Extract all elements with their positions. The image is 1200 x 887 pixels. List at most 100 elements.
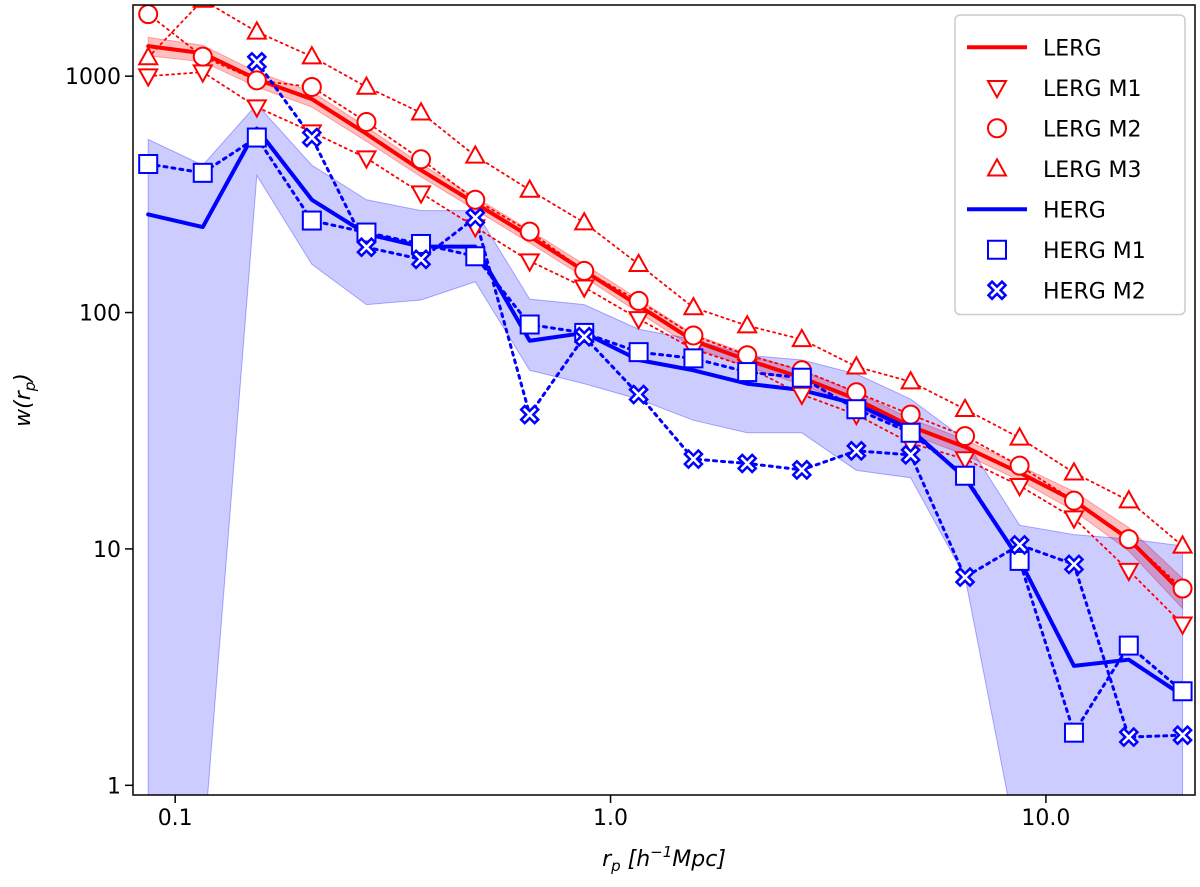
- marker: [138, 5, 159, 25]
- marker: [846, 440, 867, 462]
- marker: [519, 221, 540, 242]
- xlabel-part: p: [610, 857, 621, 875]
- marker: [246, 127, 267, 148]
- marker: [464, 207, 486, 228]
- xlabel-part: r: [602, 847, 613, 872]
- marker: [986, 157, 1008, 177]
- marker: [1118, 562, 1140, 583]
- marker: [356, 111, 377, 132]
- marker: [845, 355, 868, 375]
- marker: [791, 459, 813, 481]
- marker: [1118, 489, 1140, 509]
- marker: [846, 382, 867, 403]
- marker: [518, 253, 541, 273]
- x-tick-label: 10.0: [1021, 806, 1070, 831]
- series-line: [146, 136, 1185, 735]
- legend-label: LERG M1: [1043, 77, 1141, 102]
- marker: [355, 150, 378, 170]
- marker: [1171, 616, 1194, 636]
- marker: [1171, 534, 1194, 554]
- marker: [1063, 510, 1085, 530]
- marker: [987, 239, 1007, 260]
- legend-label: LERG: [1043, 36, 1102, 61]
- marker: [137, 45, 159, 66]
- legend-label: HERG M1: [1043, 239, 1146, 264]
- marker: [1172, 681, 1193, 702]
- marker: [682, 296, 705, 316]
- marker: [899, 370, 922, 390]
- y-tick-label: 10: [93, 538, 121, 563]
- marker: [411, 233, 432, 254]
- legend: LERG LERG M1 LERG M2 LERG M3 HERG HERG M1 HERG…: [954, 14, 1186, 316]
- marker: [301, 45, 323, 65]
- series-line: [147, 13, 1184, 590]
- marker: [355, 75, 378, 95]
- ylabel: w(rp): [11, 373, 39, 427]
- marker: [574, 260, 595, 281]
- marker: [1118, 635, 1139, 656]
- marker: [954, 451, 976, 471]
- marker: [683, 448, 704, 470]
- marker: [791, 327, 813, 348]
- marker: [627, 252, 650, 273]
- marker: [246, 20, 268, 40]
- marker: [683, 348, 704, 369]
- marker: [137, 68, 159, 88]
- marker: [900, 444, 921, 466]
- marker: [791, 386, 813, 407]
- marker: [356, 222, 377, 243]
- ylabel-part: p: [21, 382, 39, 393]
- marker: [301, 210, 322, 231]
- ylabel-part: ): [11, 373, 36, 384]
- marker: [1009, 550, 1030, 571]
- marker: [955, 426, 976, 447]
- marker: [1118, 726, 1140, 748]
- marker: [955, 465, 976, 486]
- marker: [736, 453, 758, 474]
- legend-label: HERG: [1043, 198, 1106, 223]
- marker: [356, 236, 377, 258]
- marker: [246, 51, 268, 73]
- marker: [464, 144, 486, 164]
- legend-box: [954, 14, 1186, 316]
- y-tick-label: 1: [107, 774, 121, 799]
- marker: [138, 154, 159, 175]
- y-tick-label: 100: [79, 302, 121, 327]
- marker: [986, 279, 1008, 301]
- marker: [410, 248, 432, 270]
- x-tick-label: 1.0: [593, 806, 628, 831]
- marker: [627, 311, 650, 331]
- marker: [519, 314, 540, 335]
- marker: [465, 189, 486, 210]
- marker: [737, 362, 758, 383]
- ylabel-part: w(r: [11, 389, 36, 427]
- marker: [1063, 490, 1084, 511]
- legend-label: LERG M2: [1043, 117, 1141, 142]
- marker: [246, 70, 267, 91]
- marker: [1063, 722, 1084, 743]
- marker: [573, 326, 595, 348]
- marker: [1009, 455, 1030, 476]
- axes-frame: [132, 4, 1196, 796]
- marker: [683, 325, 704, 346]
- marker: [465, 246, 486, 267]
- marker: [1172, 724, 1193, 746]
- marker: [628, 290, 649, 311]
- marker: [954, 566, 976, 588]
- legend-label: LERG M3: [1043, 158, 1141, 183]
- marker: [1008, 426, 1031, 446]
- legend-label: HERG M2: [1043, 279, 1146, 304]
- x-tick-label: 0.1: [158, 806, 193, 831]
- marker: [1009, 534, 1030, 556]
- marker: [301, 127, 323, 148]
- marker: [628, 342, 649, 363]
- marker: [986, 80, 1008, 100]
- marker: [410, 101, 432, 121]
- marker: [987, 118, 1007, 139]
- marker: [573, 211, 595, 231]
- marker: [1063, 461, 1085, 481]
- plot-area: [137, 5, 1194, 795]
- marker: [900, 422, 921, 443]
